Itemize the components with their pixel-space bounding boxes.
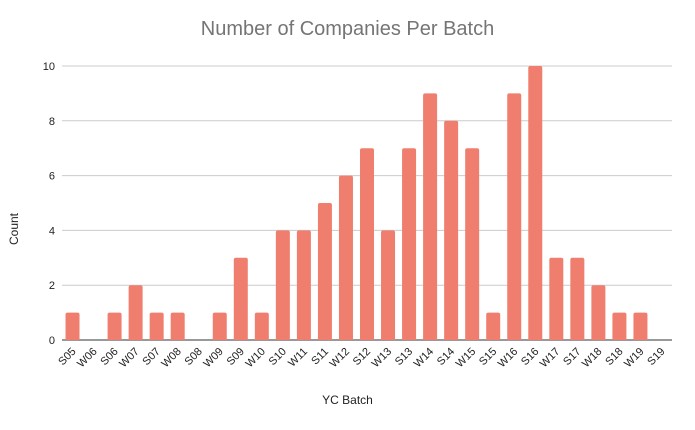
x-tick-label: W13 <box>370 346 394 370</box>
x-axis-label: YC Batch <box>322 393 373 407</box>
bar <box>128 285 143 340</box>
x-tick-label: W12 <box>328 346 352 370</box>
bar <box>254 312 269 340</box>
x-tick-label: S07 <box>140 346 162 368</box>
bar <box>486 312 501 340</box>
x-tick-label: W10 <box>243 346 267 370</box>
x-tick-label: S18 <box>603 346 625 368</box>
bar <box>338 175 353 340</box>
x-tick-label: W18 <box>580 346 604 370</box>
bar <box>149 312 164 340</box>
y-tick-label: 10 <box>43 61 55 73</box>
bar <box>612 312 627 340</box>
bar <box>233 257 248 340</box>
x-tick-label: W11 <box>286 346 310 370</box>
bar <box>423 93 438 341</box>
bar <box>381 230 396 340</box>
y-tick-label: 2 <box>49 280 55 292</box>
y-tick-label: 0 <box>49 335 55 347</box>
x-tick-label: S15 <box>477 346 499 368</box>
chart-title: Number of Companies Per Batch <box>200 18 495 40</box>
bar <box>107 312 122 340</box>
x-tick-label: S10 <box>267 346 289 368</box>
bar <box>528 66 543 340</box>
x-tick-label: W19 <box>622 346 646 370</box>
bar <box>549 257 564 340</box>
bar <box>360 148 374 340</box>
bar <box>317 203 332 340</box>
bar <box>275 230 290 340</box>
bar <box>65 312 80 340</box>
x-tick-label: S19 <box>645 346 667 368</box>
bar <box>402 148 417 340</box>
x-tick-label: W15 <box>454 346 478 370</box>
y-tick-label: 6 <box>49 171 55 183</box>
x-tick-label: W17 <box>538 346 562 370</box>
x-tick-label: S14 <box>435 346 457 368</box>
x-tick-label: S12 <box>351 346 373 368</box>
bar <box>570 257 585 340</box>
x-tick-label: W16 <box>496 346 520 370</box>
x-tick-label: W14 <box>412 346 436 370</box>
x-tick-label: W06 <box>75 346 99 370</box>
y-tick-label: 4 <box>49 225 55 237</box>
bar <box>170 312 185 340</box>
bar <box>591 285 606 340</box>
x-tick-label: S08 <box>183 346 205 368</box>
bar <box>465 148 480 340</box>
y-tick-label: 8 <box>49 116 55 128</box>
x-tick-label: S13 <box>393 346 415 368</box>
x-tick-label: W09 <box>201 346 225 370</box>
x-tick-label: S16 <box>519 346 541 368</box>
bar <box>633 312 648 340</box>
x-tick-label: W08 <box>159 346 183 370</box>
x-tick-label: S17 <box>561 346 583 368</box>
x-tick-label: W07 <box>117 346 141 370</box>
x-tick-label: S09 <box>225 346 247 368</box>
x-tick-label: S05 <box>56 346 78 368</box>
x-tick-label: S11 <box>309 346 331 368</box>
x-tick-label: S06 <box>98 346 120 368</box>
bar <box>296 230 311 340</box>
bar <box>507 93 522 341</box>
bar <box>444 120 459 340</box>
bar <box>212 312 227 340</box>
